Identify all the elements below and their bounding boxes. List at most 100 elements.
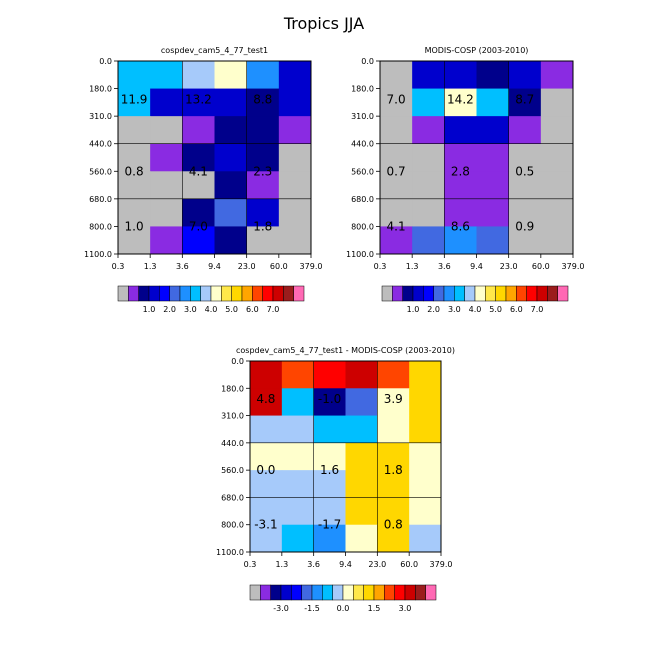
colorbar-label: 2.0 [427,305,440,314]
heatmap-cell [250,415,283,444]
panel-cam: cospdev_cam5_4_77_test1 0.0 180.0 310.0 440.… [84,46,322,314]
heatmap-cell [380,61,413,90]
colorbar-swatch [516,285,527,302]
colorbar-label: 7.0 [531,305,544,314]
heatmap-cell [540,226,574,255]
cell-annotation: 1.0 [125,219,144,233]
colorbar-swatch [443,285,455,302]
colorbar-swatch [280,584,292,601]
colorbar-swatch [412,285,424,302]
x-tick-label: 23.0 [500,262,518,271]
y-tick-label: 440.0 [351,140,374,149]
heatmap-cell [278,171,312,200]
cell-annotation: 14.2 [447,93,474,107]
heatmap-cell [250,524,283,553]
x-tick-label: 60.0 [400,560,418,569]
heatmap-cell [250,388,283,417]
colorbar-label: 0.0 [337,604,350,613]
y-tick-label: 680.0 [89,195,112,204]
y-tick-label: 310.0 [89,112,112,121]
colorbar-swatch [241,285,253,302]
heatmap-cell [412,61,445,90]
panel-diff: cospdev_cam5_4_77_test1 - MODIS-COSP (20… [216,346,455,613]
cell-annotation: -1.7 [318,518,341,532]
cell-annotation: 13.2 [185,93,212,107]
colorbar-swatch [353,584,364,601]
heatmap-cell [182,226,215,255]
heatmap-cell [118,198,151,227]
heatmap-cell [150,143,183,172]
colorbar-swatch [252,285,263,302]
heatmap-cell [281,470,315,498]
heatmap-cell [246,171,280,200]
colorbar-swatch [485,285,496,302]
heatmap-cell [246,88,280,117]
colorbar-label: -3.0 [273,604,289,613]
heatmap-cell [313,388,346,417]
colorbar-label: 1.0 [407,305,420,314]
colorbar-swatch [402,285,414,302]
heatmap-cell [250,442,283,471]
heatmap-cell [214,116,248,145]
colorbar-swatch [415,584,426,601]
colorbar-label: 3.0 [448,305,461,314]
heatmap-cell [412,226,445,255]
heatmap-cell [313,442,346,471]
x-tick-label: 9.4 [470,262,483,271]
cell-annotation: 1.8 [253,219,272,233]
cell-annotation: 4.1 [387,219,406,233]
heatmap-cell [150,171,183,200]
heatmap-cell [250,470,283,498]
heatmap-cell [345,524,378,553]
heatmap-cell [476,171,510,200]
heatmap-cell [313,415,346,444]
colorbar-swatch [322,584,333,601]
heatmap-cell [508,198,542,227]
heatmap-cell [246,61,280,90]
cell-annotation: -3.1 [254,518,277,532]
heatmap-cell [444,171,477,200]
heatmap-cell [508,61,542,90]
figure-title: Tropics JJA [283,14,364,33]
colorbar-swatch [283,285,294,302]
heatmap-cell [508,143,542,172]
colorbar-swatch [148,285,160,302]
heatmap-cell [118,61,151,90]
y-tick-label: 800.0 [221,521,244,530]
heatmap-cell [444,88,477,117]
heatmap-cell [540,61,574,90]
heatmap-cell [281,361,315,389]
heatmap-cell [150,88,183,117]
colorbar-swatch [526,285,538,302]
heatmap-cell [377,415,410,444]
cell-annotation: 0.8 [125,164,144,178]
heatmap-cell [182,143,215,172]
x-tick-label: 1.3 [406,262,419,271]
x-tick-label: 9.4 [339,560,352,569]
heatmap-cell [444,198,477,227]
heatmap-cell [281,415,315,444]
heatmap-cell [380,116,413,145]
colorbar-swatch [384,584,395,601]
heatmap-cell [246,143,280,172]
x-tick-label: 379.0 [562,262,585,271]
heatmap-cell [476,61,510,90]
heatmap-cell [182,88,215,117]
colorbar-swatch [272,285,284,302]
y-tick-label: 560.0 [351,167,374,176]
y-tick-label: 1100.0 [216,548,244,557]
heatmap-cell [214,61,248,90]
heatmap-cell [380,88,413,117]
heatmap-cell [345,442,378,471]
heatmap-cell [250,497,283,526]
colorbar-swatch [505,285,517,302]
cell-annotation: 4.1 [189,164,208,178]
heatmap-cell [476,116,510,145]
colorbar-swatch [332,584,344,601]
heatmap-cell [412,116,445,145]
heatmap-cell [214,88,248,117]
heatmap-cell [540,116,574,145]
y-tick-label: 680.0 [351,195,374,204]
heatmap-cell [345,388,378,417]
